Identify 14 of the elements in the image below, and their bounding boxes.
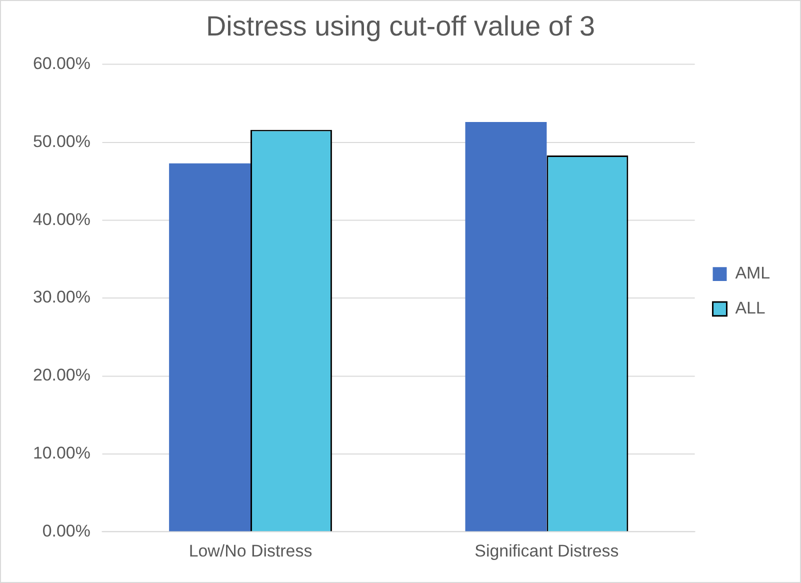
legend-label: AML: [735, 264, 770, 283]
y-tick-label: 20.00%: [32, 366, 90, 385]
x-tick-label: Significant Distress: [474, 542, 619, 561]
bar: [169, 163, 251, 532]
bar: [465, 122, 547, 532]
x-tick-label: Low/No Distress: [188, 542, 312, 561]
chart-title: Distress using cut-off value of 3: [206, 10, 595, 42]
y-tick-label: 40.00%: [32, 210, 90, 229]
y-tick-label: 60.00%: [32, 54, 90, 74]
y-tick-label: 10.00%: [32, 444, 90, 463]
legend-label: ALL: [735, 298, 766, 318]
y-tick-label: 30.00%: [32, 288, 90, 307]
y-tick-label: 0.00%: [42, 521, 90, 540]
y-tick-label: 50.00%: [32, 132, 90, 151]
